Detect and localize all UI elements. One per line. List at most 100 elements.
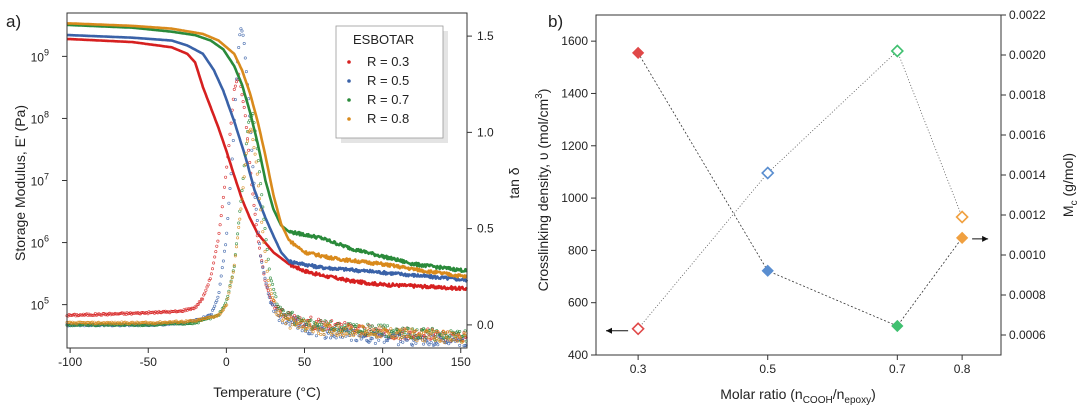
tan-delta-point [236, 236, 240, 240]
series-3 [65, 22, 468, 344]
tan-delta-markers-3 [65, 127, 468, 344]
tan-delta-point [229, 172, 233, 176]
tan-delta-point [434, 338, 438, 342]
tan-delta-point [288, 326, 292, 330]
tan-delta-point [253, 195, 257, 199]
crosslinking-density-line [637, 52, 963, 327]
tan-delta-point [385, 339, 389, 343]
tan-delta-point [431, 336, 435, 340]
y2-label-main: M [1060, 205, 1076, 217]
tan-delta-point [309, 326, 313, 330]
tan-delta-point [204, 288, 208, 292]
tan-delta-point [216, 239, 220, 243]
tan-delta-point [370, 324, 374, 328]
tan-delta-point [406, 330, 410, 334]
mc-line [637, 50, 963, 330]
tan-delta-point [314, 334, 318, 338]
tan-delta-point [282, 317, 286, 321]
tan-delta-point [307, 332, 311, 336]
tan-delta-point [230, 157, 234, 161]
tan-delta-point [253, 129, 257, 133]
tan-delta-point [265, 269, 269, 273]
tan-delta-point [227, 289, 231, 293]
tan-delta-point [389, 327, 393, 331]
tan-delta-point [242, 41, 246, 45]
y-tick-label: 1200 [561, 139, 588, 153]
x-label-close: ) [871, 386, 876, 402]
tan-delta-point [327, 330, 331, 334]
tan-delta-point [461, 339, 465, 343]
tan-delta-point [226, 217, 230, 221]
tan-delta-point [182, 320, 186, 324]
tan-delta-point [414, 329, 418, 333]
tan-delta-point [286, 310, 290, 314]
tan-delta-point [356, 329, 360, 333]
tan-delta-point [265, 247, 269, 251]
tan-delta-point [274, 295, 278, 299]
tan-delta-point [259, 254, 263, 258]
tan-delta-point [299, 319, 303, 323]
legend-marker [347, 60, 351, 64]
tan-delta-point [229, 280, 233, 284]
tan-delta-point [197, 300, 201, 304]
tan-delta-point [235, 77, 239, 81]
tan-delta-point [223, 249, 227, 253]
tan-delta-point [217, 231, 221, 235]
tan-delta-point [320, 322, 324, 326]
x-label-main: Molar ratio (n [720, 386, 802, 402]
tan-delta-point [260, 220, 264, 224]
y2-tick-label: 0.0018 [1009, 88, 1046, 102]
panel-b-y-ticks: 400 600 800 1000 1200 1400 1600 [561, 34, 596, 362]
tan-delta-point [329, 336, 333, 340]
x-label-sub2: epoxy [844, 395, 871, 406]
x-tick-label: 0.5 [759, 362, 776, 376]
tan-delta-point [332, 334, 336, 338]
y-tick-label: 107 [31, 172, 49, 189]
tan-delta-point [225, 231, 229, 235]
tan-delta-point [232, 87, 236, 91]
tan-delta-point [252, 146, 256, 150]
tan-delta-point [241, 186, 245, 190]
tan-delta-point [436, 343, 440, 347]
tan-delta-point [432, 329, 436, 333]
tan-delta-point [297, 316, 301, 320]
tan-delta-point [228, 187, 232, 191]
tan-delta-point [428, 332, 432, 336]
tan-delta-point [277, 318, 281, 322]
tan-delta-point [408, 335, 412, 339]
tan-delta-point [321, 329, 325, 333]
tan-delta-point [255, 147, 259, 151]
tan-delta-point [345, 332, 349, 336]
tan-delta-point [231, 270, 235, 274]
tan-delta-point [301, 325, 305, 329]
tan-delta-point [235, 242, 239, 246]
tan-delta-point [290, 323, 294, 327]
tan-delta-point [377, 338, 381, 342]
y-tick-label: 600 [568, 296, 588, 310]
tan-delta-point [439, 339, 443, 343]
tan-delta-point [359, 337, 363, 341]
tan-delta-point [233, 98, 237, 102]
tan-delta-point [223, 185, 227, 189]
tan-delta-point [457, 333, 461, 337]
tan-delta-point [278, 310, 282, 314]
tan-delta-point [213, 255, 217, 259]
tan-delta-point [458, 343, 462, 347]
tan-delta-point [268, 276, 272, 280]
tan-delta-point [309, 315, 313, 319]
tan-delta-point [275, 302, 279, 306]
tan-delta-point [251, 192, 255, 196]
modulus-line-1 [66, 33, 469, 283]
tan-delta-point [265, 285, 269, 289]
x-tick-label: 0.8 [954, 362, 971, 376]
tan-delta-point [459, 336, 463, 340]
tan-delta-point [309, 318, 313, 322]
tan-delta-point [382, 323, 386, 327]
tan-delta-point [354, 332, 358, 336]
tan-delta-point [266, 278, 270, 282]
panel-a-y-axis-label: Storage Modulus, E' (Pa) [12, 105, 28, 261]
tan-delta-point [212, 261, 216, 265]
tan-delta-point [254, 207, 258, 211]
panel-b-y-axis-label: Crosslinking density, υ (mol/cm3) [534, 89, 551, 292]
